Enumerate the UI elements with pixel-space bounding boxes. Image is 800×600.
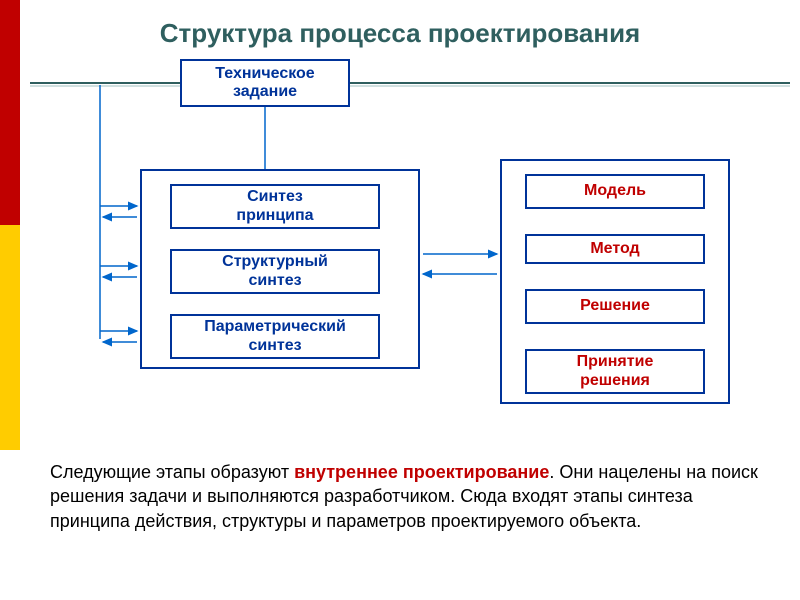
node-model-label: Модель [584,182,646,200]
node-parametric-synthesis: Параметрическийсинтез [170,314,380,359]
node-structural-synthesis: Структурныйсинтез [170,249,380,294]
sidebar-yellow-segment [0,225,20,450]
node-decision: Принятиерешения [525,349,705,394]
node-decision-label: Принятиерешения [577,353,654,390]
node-parametric-synthesis-label: Параметрическийсинтез [204,318,346,355]
node-method: Метод [525,234,705,264]
node-synthesis-principle-label: Синтезпринципа [236,188,313,225]
sidebar-red-segment [0,0,20,225]
flow-diagram: Техническоезадание Синтезпринципа Структ… [30,59,790,429]
node-method-label: Метод [590,240,639,258]
caption-highlight: внутреннее проектирование [294,462,549,482]
node-solution: Решение [525,289,705,324]
page-title: Структура процесса проектирования [0,0,800,59]
node-structural-synthesis-label: Структурныйсинтез [222,253,328,290]
caption-pre: Следующие этапы образуют [50,462,294,482]
node-synthesis-principle: Синтезпринципа [170,184,380,229]
node-solution-label: Решение [580,297,650,315]
slide-accent-sidebar [0,0,20,450]
caption-paragraph: Следующие этапы образуют внутреннее прое… [50,460,770,533]
node-tech-spec-label: Техническоезадание [215,65,314,102]
node-model: Модель [525,174,705,209]
node-tech-spec: Техническоезадание [180,59,350,107]
